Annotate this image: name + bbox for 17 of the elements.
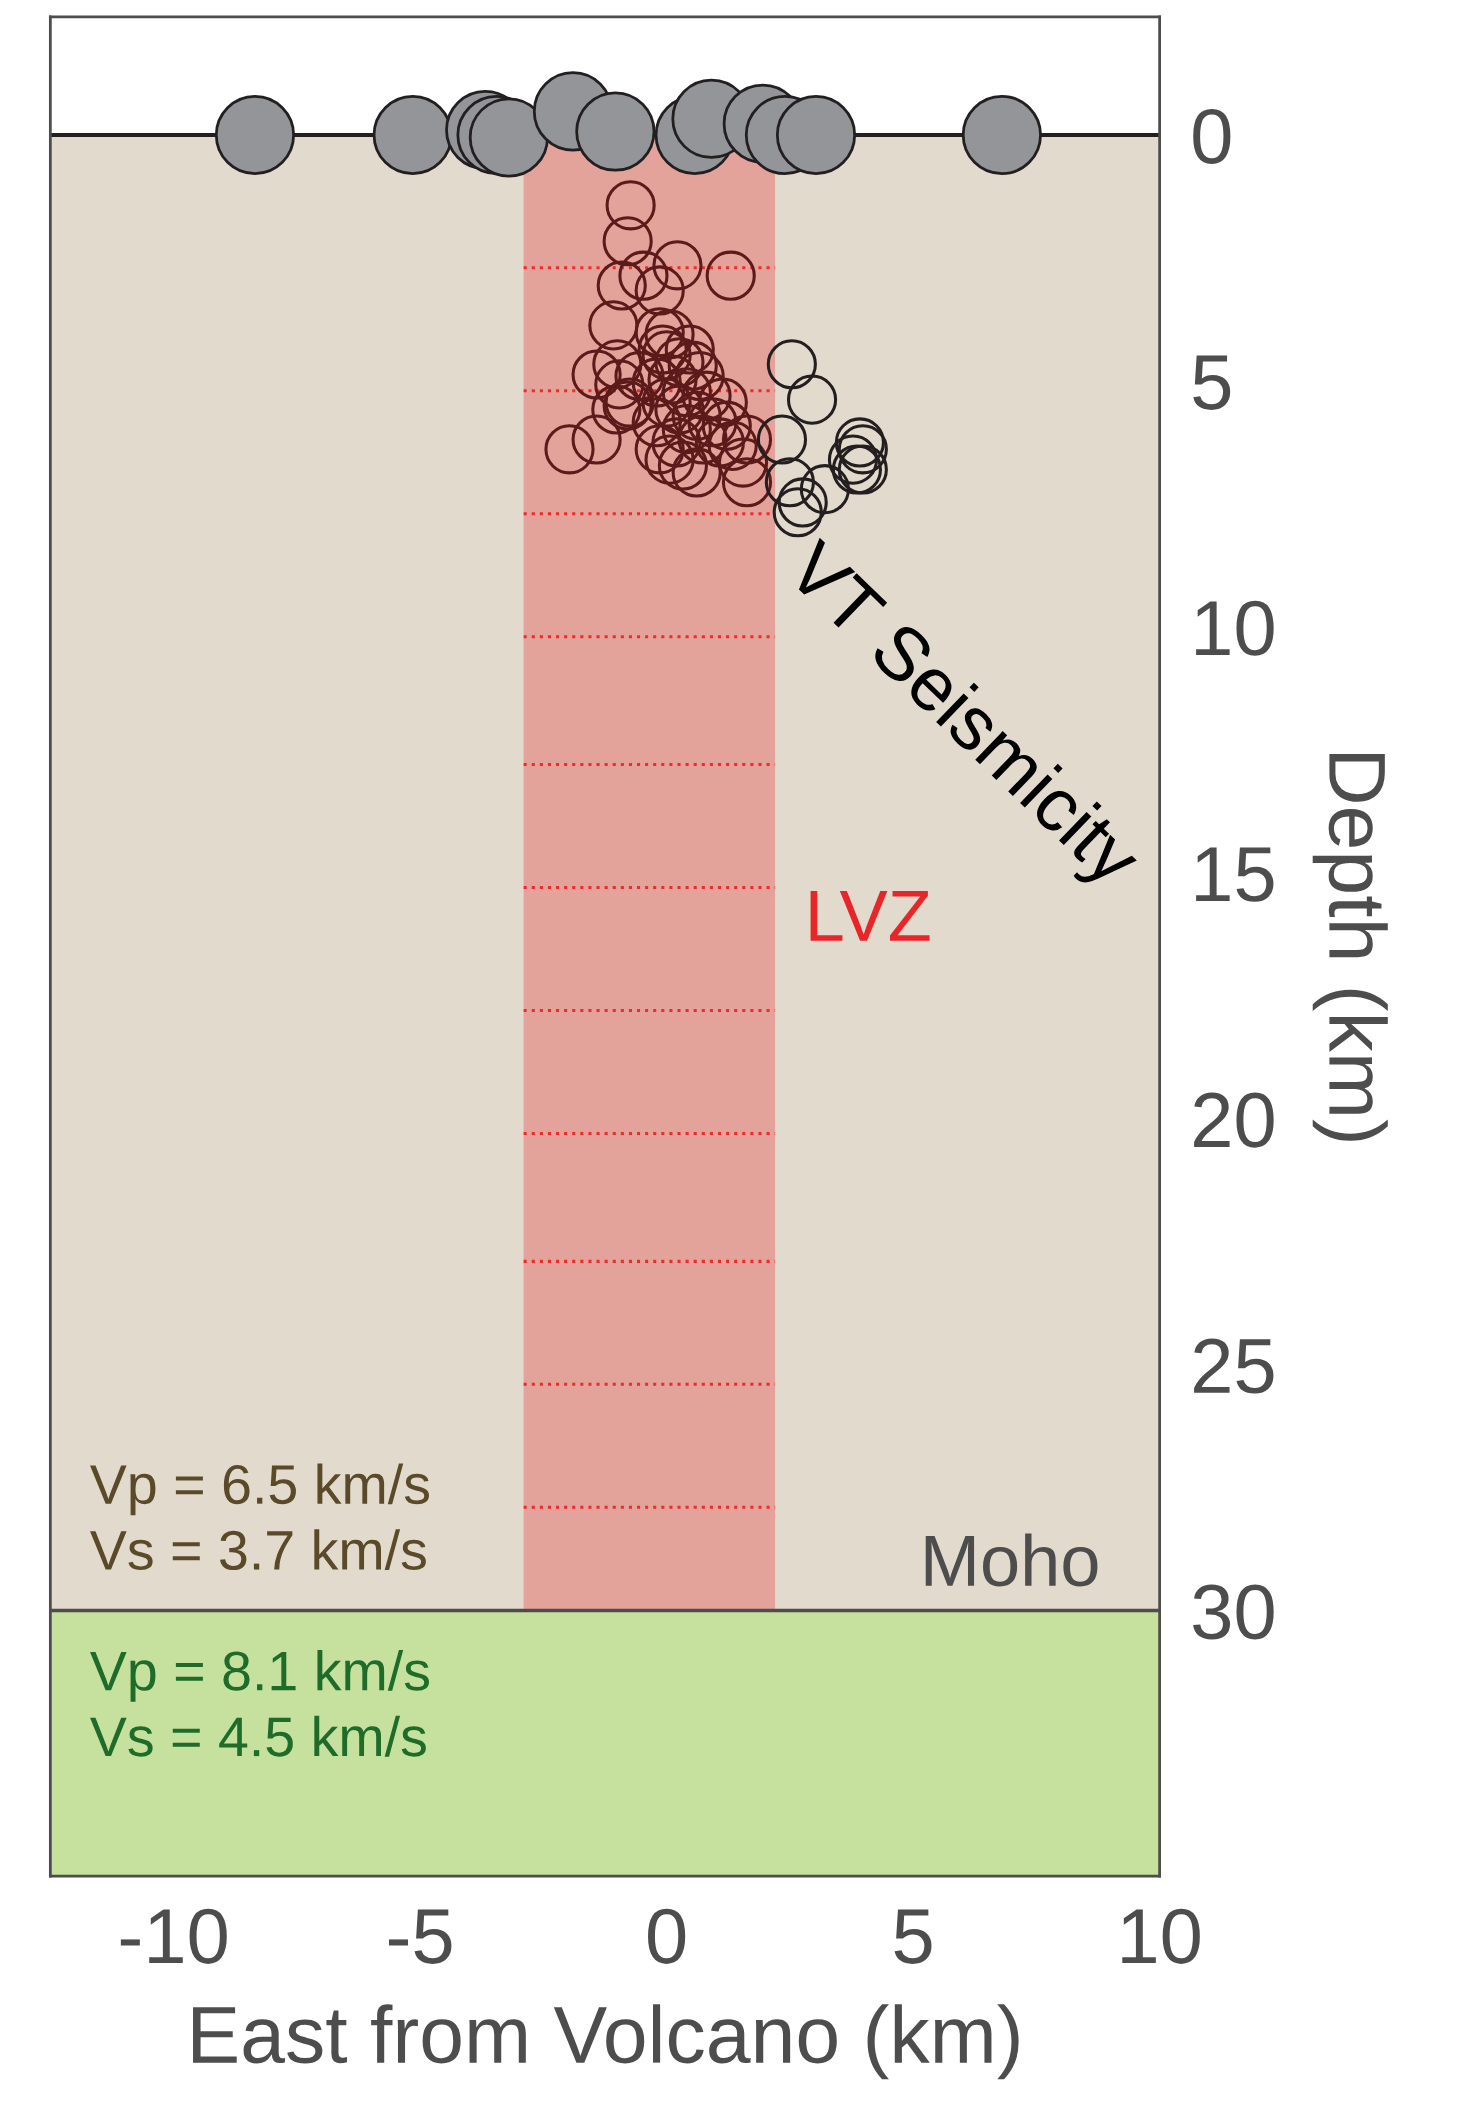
ref-line-label: Moho [925, 1533, 1098, 1587]
x-tick-label: 0 [648, 1908, 686, 1964]
band-label: Vp = 8.1 km/s Vs = 4.5 km/s [90, 1649, 429, 1757]
y-tick-label: 0 [1193, 108, 1231, 164]
y-tick-label: 20 [1194, 1092, 1274, 1148]
y-axis-title: Depth (km) [1312, 754, 1388, 1141]
x-axis-title: East from Volcano (km) [193, 2004, 1019, 2080]
band-label: Vp = 6.5 km/s Vs = 3.7 km/s [90, 1463, 429, 1571]
band-label: LVZ [810, 890, 930, 941]
y-tick-label: 15 [1196, 847, 1274, 902]
y-tick-label: 5 [1193, 355, 1231, 410]
x-tick-label: 5 [894, 1909, 932, 1964]
x-tick-label: -5 [388, 1909, 452, 1964]
y-tick-label: 10 [1196, 600, 1274, 656]
y-tick-label: 25 [1194, 1338, 1274, 1394]
x-tick-label: -10 [120, 1908, 227, 1964]
y-tick-label: 30 [1193, 1584, 1274, 1640]
